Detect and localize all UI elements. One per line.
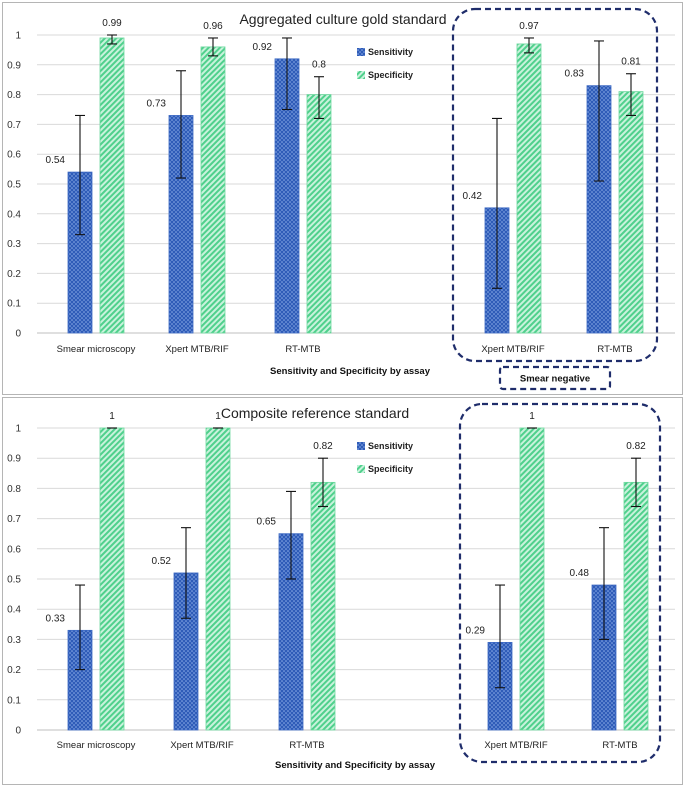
y-tick-label: 0.2	[7, 665, 21, 676]
legend-sensitivity-swatch	[357, 442, 365, 450]
data-label: 0.81	[621, 57, 641, 68]
y-tick-label: 1	[15, 31, 21, 42]
data-label: 0.82	[313, 441, 333, 452]
specificity-bar	[99, 427, 125, 731]
legend-specificity-swatch	[357, 71, 365, 79]
chart-panel-composite: Composite reference standard Sensitivity…	[2, 397, 683, 785]
y-tick-label: 0.3	[7, 239, 21, 250]
y-tick-label: 0.9	[7, 60, 21, 71]
data-label: 0.83	[565, 69, 585, 80]
chart-panel-culture: Aggregated culture gold standard Sensiti…	[2, 2, 683, 395]
chart-culture-gold-standard: Aggregated culture gold standard Sensiti…	[7, 7, 675, 391]
y-tick-label: 0.6	[7, 544, 21, 555]
data-label: 0.54	[46, 155, 66, 166]
data-label: 0.8	[312, 60, 326, 71]
x-axis-label: Sensitivity and Specificity by assay	[270, 366, 431, 377]
data-label: 0.73	[147, 98, 167, 109]
y-tick-label: 0.8	[7, 484, 21, 495]
x-category-label: Xpert MTB/RIF	[481, 344, 545, 355]
smear-negative-label: Smear negative	[520, 374, 590, 385]
legend-label: Specificity	[368, 70, 413, 80]
data-label: 1	[215, 411, 221, 422]
specificity-bar	[200, 46, 226, 334]
x-category-label: Xpert MTB/RIF	[165, 344, 229, 355]
legend-sensitivity-swatch	[357, 48, 365, 56]
legend-label: Sensitivity	[368, 47, 413, 57]
data-label: 0.29	[466, 625, 486, 636]
data-label: 0.82	[626, 441, 646, 452]
y-tick-label: 0	[15, 329, 21, 340]
y-tick-label: 0.5	[7, 180, 21, 191]
data-label: 1	[529, 411, 535, 422]
data-label: 0.42	[463, 191, 483, 202]
chart-title: Composite reference standard	[221, 405, 409, 421]
data-label: 0.52	[152, 556, 172, 567]
y-tick-label: 0.4	[7, 209, 21, 220]
specificity-bar	[516, 43, 542, 334]
specificity-bar	[99, 37, 125, 334]
y-tick-label: 0.2	[7, 269, 21, 280]
y-tick-label: 1	[15, 424, 21, 435]
y-tick-label: 0.1	[7, 299, 21, 310]
specificity-bar	[306, 94, 332, 334]
y-tick-label: 0.7	[7, 120, 21, 131]
data-label: 0.96	[203, 21, 223, 32]
x-category-label: RT-MTB	[289, 740, 324, 751]
y-tick-label: 0	[15, 726, 21, 737]
x-category-label: Xpert MTB/RIF	[484, 740, 548, 751]
y-tick-label: 0.4	[7, 605, 21, 616]
x-category-label: Xpert MTB/RIF	[170, 740, 234, 751]
legend-specificity-swatch	[357, 465, 365, 473]
specificity-bar	[623, 481, 649, 731]
data-label: 0.33	[46, 613, 66, 624]
y-tick-label: 0.6	[7, 150, 21, 161]
x-axis-label: Sensitivity and Specificity by assay	[275, 760, 436, 771]
specificity-bar	[618, 91, 644, 334]
data-label: 0.65	[257, 517, 277, 528]
y-tick-label: 0.7	[7, 514, 21, 525]
chart-title: Aggregated culture gold standard	[239, 11, 446, 27]
smear-negative-group-box	[451, 7, 659, 363]
y-tick-label: 0.5	[7, 575, 21, 586]
data-label: 0.48	[570, 568, 590, 579]
chart-composite-reference-standard: Composite reference standard Sensitivity…	[7, 402, 675, 771]
y-tick-label: 0.9	[7, 454, 21, 465]
data-label: 0.99	[102, 18, 122, 29]
specificity-bar	[205, 427, 231, 731]
y-tick-label: 0.8	[7, 90, 21, 101]
y-tick-label: 0.3	[7, 635, 21, 646]
x-category-label: RT-MTB	[285, 344, 320, 355]
specificity-bar	[519, 427, 545, 731]
legend-label: Sensitivity	[368, 441, 413, 451]
specificity-bar	[310, 481, 336, 731]
data-label: 0.97	[519, 21, 539, 32]
data-label: 1	[109, 411, 115, 422]
legend-label: Specificity	[368, 464, 413, 474]
smear-negative-label-box	[498, 365, 612, 391]
y-tick-label: 0.1	[7, 695, 21, 706]
x-category-label: RT-MTB	[597, 344, 632, 355]
x-category-label: Smear microscopy	[57, 740, 136, 751]
x-category-label: Smear microscopy	[57, 344, 136, 355]
data-label: 0.92	[253, 42, 273, 53]
x-category-label: RT-MTB	[602, 740, 637, 751]
